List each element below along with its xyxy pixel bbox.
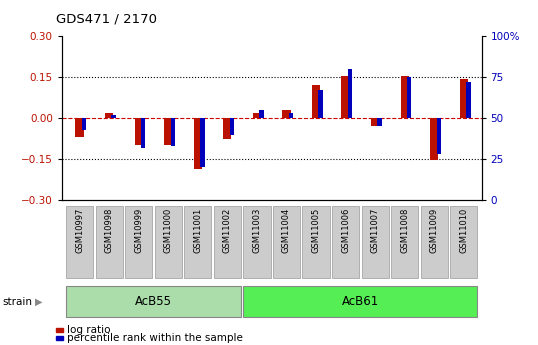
Text: ▶: ▶: [35, 297, 43, 307]
Bar: [282, 110, 291, 118]
Bar: [362, 206, 389, 278]
Text: GSM11001: GSM11001: [193, 208, 202, 253]
Text: GSM11005: GSM11005: [312, 208, 321, 253]
Bar: [200, 118, 204, 167]
Bar: [184, 206, 211, 278]
Bar: [400, 76, 409, 118]
Bar: [141, 118, 145, 148]
Bar: [134, 118, 143, 146]
Bar: [348, 69, 352, 118]
Bar: [436, 118, 441, 154]
Bar: [421, 206, 448, 278]
Bar: [391, 206, 418, 278]
Text: GSM11000: GSM11000: [164, 208, 173, 253]
Text: percentile rank within the sample: percentile rank within the sample: [67, 333, 243, 343]
Text: AcB61: AcB61: [342, 295, 379, 308]
Text: GSM11008: GSM11008: [400, 208, 409, 253]
Text: GSM11007: GSM11007: [371, 208, 380, 253]
Bar: [378, 118, 382, 126]
Bar: [466, 82, 471, 118]
Bar: [223, 118, 231, 139]
Text: GSM11006: GSM11006: [341, 208, 350, 253]
Bar: [450, 206, 477, 278]
Text: AcB55: AcB55: [135, 295, 172, 308]
Text: log ratio: log ratio: [67, 325, 111, 335]
Bar: [289, 113, 293, 118]
Bar: [273, 206, 300, 278]
Bar: [332, 206, 359, 278]
Bar: [371, 118, 379, 126]
Bar: [407, 77, 412, 118]
Text: strain: strain: [3, 297, 33, 307]
Bar: [230, 118, 234, 135]
Bar: [243, 206, 271, 278]
Text: GSM11010: GSM11010: [459, 208, 468, 253]
Text: GSM10998: GSM10998: [105, 208, 114, 253]
Bar: [82, 118, 87, 130]
Bar: [154, 206, 182, 278]
Bar: [342, 76, 350, 118]
Bar: [243, 286, 477, 317]
Bar: [105, 113, 114, 118]
Bar: [214, 206, 241, 278]
Bar: [66, 286, 241, 317]
Text: GSM11004: GSM11004: [282, 208, 291, 253]
Bar: [312, 85, 320, 118]
Bar: [318, 90, 323, 118]
Bar: [75, 118, 84, 137]
Bar: [459, 79, 468, 118]
Bar: [66, 206, 93, 278]
Bar: [430, 118, 438, 160]
Text: GDS471 / 2170: GDS471 / 2170: [56, 12, 158, 25]
Bar: [194, 118, 202, 169]
Bar: [253, 113, 261, 118]
Text: GSM10997: GSM10997: [75, 208, 84, 253]
Bar: [96, 206, 123, 278]
Bar: [302, 206, 330, 278]
Text: GSM10999: GSM10999: [134, 208, 143, 253]
Bar: [125, 206, 152, 278]
Text: GSM11002: GSM11002: [223, 208, 232, 253]
Bar: [259, 110, 264, 118]
Text: GSM11003: GSM11003: [252, 208, 261, 253]
Bar: [171, 118, 175, 146]
Text: GSM11009: GSM11009: [430, 208, 438, 253]
Bar: [164, 118, 172, 146]
Bar: [111, 115, 116, 118]
